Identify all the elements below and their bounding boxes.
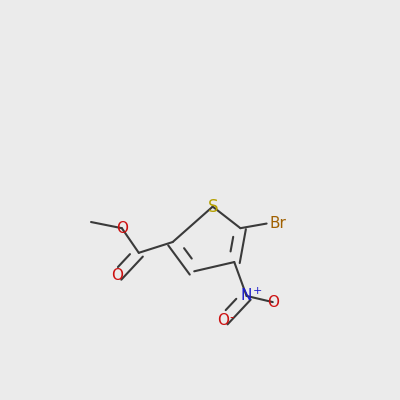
Text: O: O xyxy=(267,294,279,310)
Text: +: + xyxy=(253,286,262,296)
Text: S: S xyxy=(208,198,218,216)
Text: O: O xyxy=(218,313,230,328)
Text: O: O xyxy=(116,221,128,236)
Text: N: N xyxy=(241,288,252,304)
Text: -: - xyxy=(229,311,234,324)
Text: O: O xyxy=(111,268,123,284)
Text: Br: Br xyxy=(270,216,286,231)
